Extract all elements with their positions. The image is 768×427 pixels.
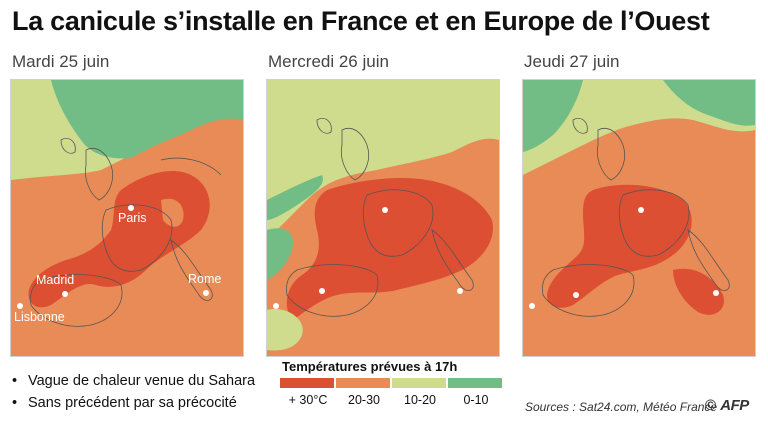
city-dot-madrid [62,291,68,297]
legend-title: Températures prévues à 17h [282,359,458,374]
city-label-rome: Rome [188,272,221,286]
city-label-madrid: Madrid [36,273,74,287]
city-dot-paris [382,207,388,213]
legend-labels: + 30°C 20-30 10-20 0-10 [280,393,504,407]
map-thursday [522,79,756,357]
map-day-label: Jeudi 27 juin [524,52,620,71]
sources-credit: Sources : Sat24.com, Météo France [525,400,718,414]
country-borders [30,137,222,327]
zone-0-10 [267,175,323,220]
bullet-list: • Vague de chaleur venue du Sahara • Sans … [12,370,255,414]
zone-10-20 [11,80,51,105]
afp-logo: AFP [720,397,749,414]
map-tuesday: Paris Madrid Rome Lisbonne [10,79,244,357]
map-tuesday-svg: Paris Madrid Rome Lisbonne [11,80,243,356]
city-dot-paris [638,207,644,213]
legend-label: 0-10 [463,393,489,407]
city-dot-lisbonne [17,303,23,309]
zone-0-10 [523,80,583,152]
city-dot-madrid [319,288,325,294]
legend-label: 20-30 [348,393,380,407]
legend-label: 10-20 [404,393,436,407]
legend-swatch [336,378,390,388]
legend-swatch [280,378,334,388]
city-dot-rome [713,290,719,296]
city-dot-rome [203,290,209,296]
city-dot-lisbonne [273,303,279,309]
zone-0-10 [267,228,293,280]
legend-color-bar [280,378,504,388]
city-dot-rome [457,288,463,294]
city-markers [273,207,463,309]
legend-swatch [448,378,502,388]
map-day-label: Mardi 25 juin [12,52,110,71]
country-borders [286,117,474,317]
city-dot-lisbonne [529,303,535,309]
legend-label: + 30°C [288,393,328,407]
city-markers [529,207,719,309]
legend-swatch [392,378,446,388]
bullet-item: • Sans précédent par sa précocité [12,392,255,414]
zone-10-20 [267,80,499,240]
map-wednesday [266,79,500,357]
city-markers [17,205,209,309]
copyright-symbol: © [705,397,717,414]
bullet-item: • Vague de chaleur venue du Sahara [12,370,255,392]
city-label-lisbonne: Lisbonne [14,310,65,324]
map-day-label: Mercredi 26 juin [268,52,389,71]
zone-0-10 [51,80,243,159]
afp-credit: © AFP [705,397,749,414]
map-wednesday-svg [267,80,499,356]
zone-0-10 [663,80,755,126]
country-borders [542,117,730,317]
city-label-paris: Paris [118,211,146,225]
city-dot-madrid [573,292,579,298]
map-thursday-svg [523,80,755,356]
city-dot-paris [128,205,134,211]
bullet-icon: • [12,395,18,411]
zone-plus-30 [547,184,692,308]
zone-plus-30 [286,178,493,320]
page-title: La canicule s’installe en France et en E… [12,6,710,36]
bullet-icon: • [12,373,18,389]
